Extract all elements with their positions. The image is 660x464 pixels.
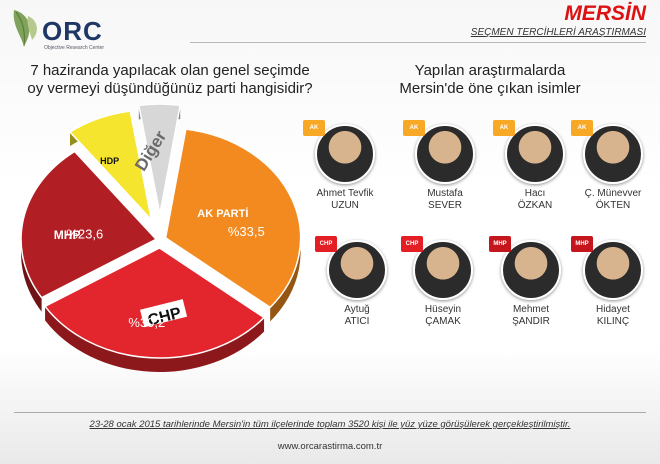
candidates-heading-line-2: Mersin'de öne çıkan isimler [399,80,581,97]
candidate-first-name: Hacı [524,188,546,199]
candidate-card: CHP Aytuğ ATICI [312,236,402,328]
candidates-heading-line-1: Yapılan araştırmalarda [414,62,566,79]
candidate-photo: CHP [401,236,473,300]
chp-label-box [140,299,188,328]
pie-slice-chp [43,247,266,359]
akp-logo-icon: AK [303,120,325,136]
candidate-first-name: Ahmet Tevfik [316,188,374,199]
candidate-first-name: Mustafa [427,188,463,199]
footer-divider [14,412,646,413]
pie-party-label: MHP [54,228,81,242]
akp-logo-icon: AK [403,120,425,136]
candidate-first-name: Aytuğ [344,304,370,315]
candidate-card: AK Hacı ÖZKAN [490,120,580,212]
candidate-first-name: Ç. Münevver [584,188,642,199]
pie-slice-mhp [20,150,158,299]
akp-logo-icon: AK [493,120,515,136]
brand-name: ORC [42,16,103,46]
mhp-logo-icon: MHP [489,236,511,252]
candidate-first-name: Mehmet [512,304,550,315]
pie-value-label: %33,5 [228,224,265,239]
candidate-photo: AK [303,120,375,184]
city-title: MERSİN [564,2,646,25]
candidate-last-name: SEVER [428,200,462,211]
candidate-photo: MHP [489,236,561,300]
pie-value-label: %30,2 [128,315,165,330]
candidate-card: AK Mustafa SEVER [400,120,490,212]
candidate-photo: MHP [571,236,643,300]
mhp-logo-icon: MHP [571,236,593,252]
pie-slice-hdp [68,110,153,223]
poll-question-line-2: oy vermeyi düşündüğünüz parti hangisidir… [27,80,313,97]
orc-leaf-icon [13,10,37,47]
candidate-card: MHP Hidayet KILINÇ [568,236,658,328]
candidate-last-name: UZUN [331,200,359,211]
candidate-photo: CHP [315,236,387,300]
akp-logo-icon: AK [571,120,593,136]
pie-party-label: AK PARTİ [197,207,248,220]
pie-value-label: %23,6 [66,226,103,241]
candidate-last-name: ÖZKAN [517,200,553,211]
candidate-card: CHP Hüseyin ÇAMAK [398,236,488,328]
orc-logo: ORC Objective Research Center [8,6,118,54]
candidate-photo: AK [493,120,565,184]
candidate-card: AK Ç. Münevver ÖKTEN [568,120,658,212]
pie-slice-side [45,306,265,372]
candidate-last-name: KILINÇ [596,316,630,327]
header-divider [190,42,646,43]
candidate-first-name: Hidayet [596,304,630,315]
brand-tagline: Objective Research Center [44,45,105,51]
candidate-last-name: ÖKTEN [595,200,631,211]
candidate-photo: AK [403,120,475,184]
candidate-last-name: ATICI [344,316,370,327]
candidate-card: AK Ahmet Tevfik UZUN [300,120,390,212]
candidate-photo: AK [571,120,643,184]
candidate-last-name: ÇAMAK [425,316,461,327]
candidate-first-name: Hüseyin [424,304,462,315]
chp-logo-icon: CHP [315,236,337,252]
website-link: www.orcarastirma.com.tr [277,441,383,452]
methodology-note: 23-28 ocak 2015 tarihlerinde Mersin'in t… [89,419,571,430]
pie-party-label: HDP [100,156,119,166]
candidate-card: MHP Mehmet ŞANDIR [486,236,576,328]
poll-question: 7 haziranda yapılacak olan genel seçimde… [20,62,320,98]
candidates-heading: Yapılan araştırmalarda Mersin'de öne çık… [355,62,625,98]
party-pie-chart: AK PARTİ%33,5CHP%30,2MHP%23,6HDP%7,8Diğe… [20,103,302,372]
candidate-last-name: ŞANDIR [512,316,550,327]
chp-logo-icon: CHP [401,236,423,252]
poll-question-line-1: 7 haziranda yapılacak olan genel seçimde [30,62,310,79]
survey-subtitle: SEÇMEN TERCİHLERİ ARAŞTIRMASI [470,27,646,38]
pie-slice-ak-parti̇ [164,128,302,309]
pie-slice-diğer [137,103,182,215]
